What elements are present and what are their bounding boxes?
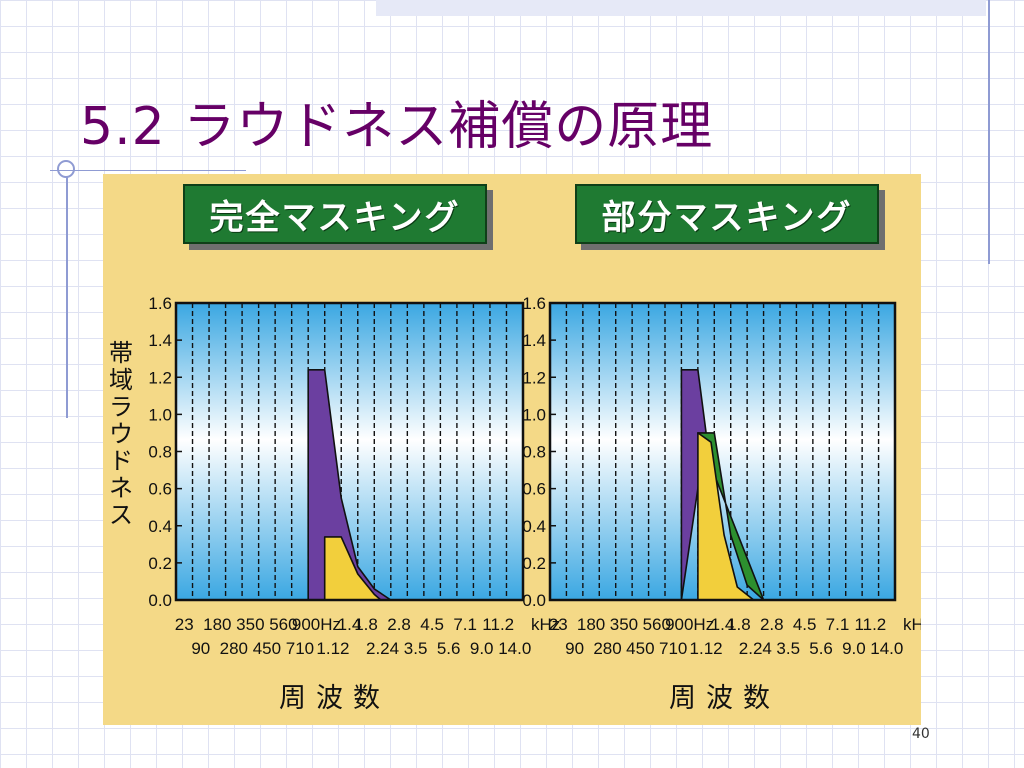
x-tick-label-upper: 350 [236,615,264,634]
y-tick-label: 1.0 [148,405,172,424]
x-tick-label-upper: 560 [269,615,297,634]
x-tick-label-lower: 90 [191,639,210,658]
x-tick-label-upper: kHz [903,615,921,634]
x-tick-label-upper: 1.8 [727,615,751,634]
x-tick-label-upper: 900Hz [292,615,341,634]
x-tick-label-lower: 280 [593,639,621,658]
x-tick-label-upper: 180 [203,615,231,634]
y-tick-label: 1.6 [148,294,172,313]
x-tick-label-upper: 1.8 [354,615,378,634]
y-tick-label: 0.0 [522,591,546,610]
series-group-1 [680,369,765,601]
x-axis-label-right: 周波数 [669,683,780,714]
x-tick-label-lower: 14.0 [870,639,903,658]
x-tick-label-lower: 450 [626,639,654,658]
y-tick-label: 1.0 [522,405,546,424]
x-tick-label-lower: 2.24 [739,639,772,658]
x-tick-label-lower: 14.0 [498,639,531,658]
x-tick-label-lower: 280 [220,639,248,658]
slide-title: 5.2 ラウドネス補償の原理 [80,97,714,157]
x-tick-label-lower: 5.6 [437,639,461,658]
y-tick-label: 0.6 [522,480,546,499]
x-tick-label-upper: 7.1 [826,615,850,634]
x-tick-label-lower: 3.5 [776,639,800,658]
right-decorative-line [988,0,990,264]
x-tick-label-lower: 9.0 [842,639,866,658]
x-tick-label-lower: 90 [565,639,584,658]
y-tick-label: 0.4 [148,517,172,536]
y-tick-label: 0.8 [522,443,546,462]
y-tick-label: 0.8 [148,443,172,462]
x-tick-label-lower: 2.24 [366,639,399,658]
x-tick-label-lower: 710 [286,639,314,658]
y-tick-label: 1.2 [522,368,546,387]
x-tick-label-upper: kHz [531,615,560,634]
x-tick-label-upper: 1.4 [711,615,735,634]
decorative-ring [57,160,75,178]
x-tick-label-upper: 180 [577,615,605,634]
y-tick-label: 0.6 [148,480,172,499]
y-tick-label: 1.6 [522,294,546,313]
x-tick-label-upper: 2.8 [760,615,784,634]
page-number: 40 [912,726,930,742]
x-tick-label-upper: 11.2 [482,615,514,634]
x-axis-label-left: 周波数 [279,683,390,714]
left-decorative-line [66,176,68,418]
x-tick-label-upper: 23 [549,615,568,634]
masking-figure: 完全マスキング 部分マスキング 帯域ラウドネス 0.0 0.2 0.4 0.6 0.8 1… [103,174,921,725]
y-tick-label: 1.2 [148,368,172,387]
y-tick-label: 0.2 [522,554,546,573]
x-tick-label-lower: 710 [659,639,687,658]
loudness-charts: 0.00.20.40.60.81.01.21.41.623 180 350 56090… [148,294,921,658]
y-tick-label: 0.2 [148,554,172,573]
x-tick-label-lower: 1.12 [316,639,349,658]
x-tick-label-upper: 2.8 [387,615,411,634]
x-tick-label-lower: 9.0 [470,639,494,658]
y-axis-label: 帯域ラウドネス [109,339,133,529]
title-underline [50,170,246,171]
x-tick-label-upper: 7.1 [453,615,477,634]
y-tick-label: 0.4 [522,517,546,536]
x-tick-label-upper: 350 [610,615,638,634]
partial-masking-banner: 部分マスキング [575,184,879,244]
x-tick-label-upper: 4.5 [420,615,444,634]
series-group-0 [307,369,392,601]
x-tick-label-lower: 3.5 [404,639,428,658]
x-tick-label-upper: 1.4 [338,615,362,634]
full-masking-banner: 完全マスキング [183,184,487,244]
x-tick-label-lower: 5.6 [809,639,833,658]
x-tick-label-upper: 11.2 [854,615,886,634]
x-tick-label-lower: 450 [253,639,281,658]
top-decorative-band [376,0,986,16]
x-tick-label-lower: 1.12 [690,639,723,658]
x-tick-label-upper: 23 [175,615,194,634]
x-tick-label-upper: 900Hz [665,615,714,634]
y-tick-label: 0.0 [148,591,172,610]
y-tick-label: 1.4 [148,331,172,350]
x-tick-label-upper: 560 [643,615,671,634]
y-tick-label: 1.4 [522,331,546,350]
x-tick-label-upper: 4.5 [793,615,817,634]
